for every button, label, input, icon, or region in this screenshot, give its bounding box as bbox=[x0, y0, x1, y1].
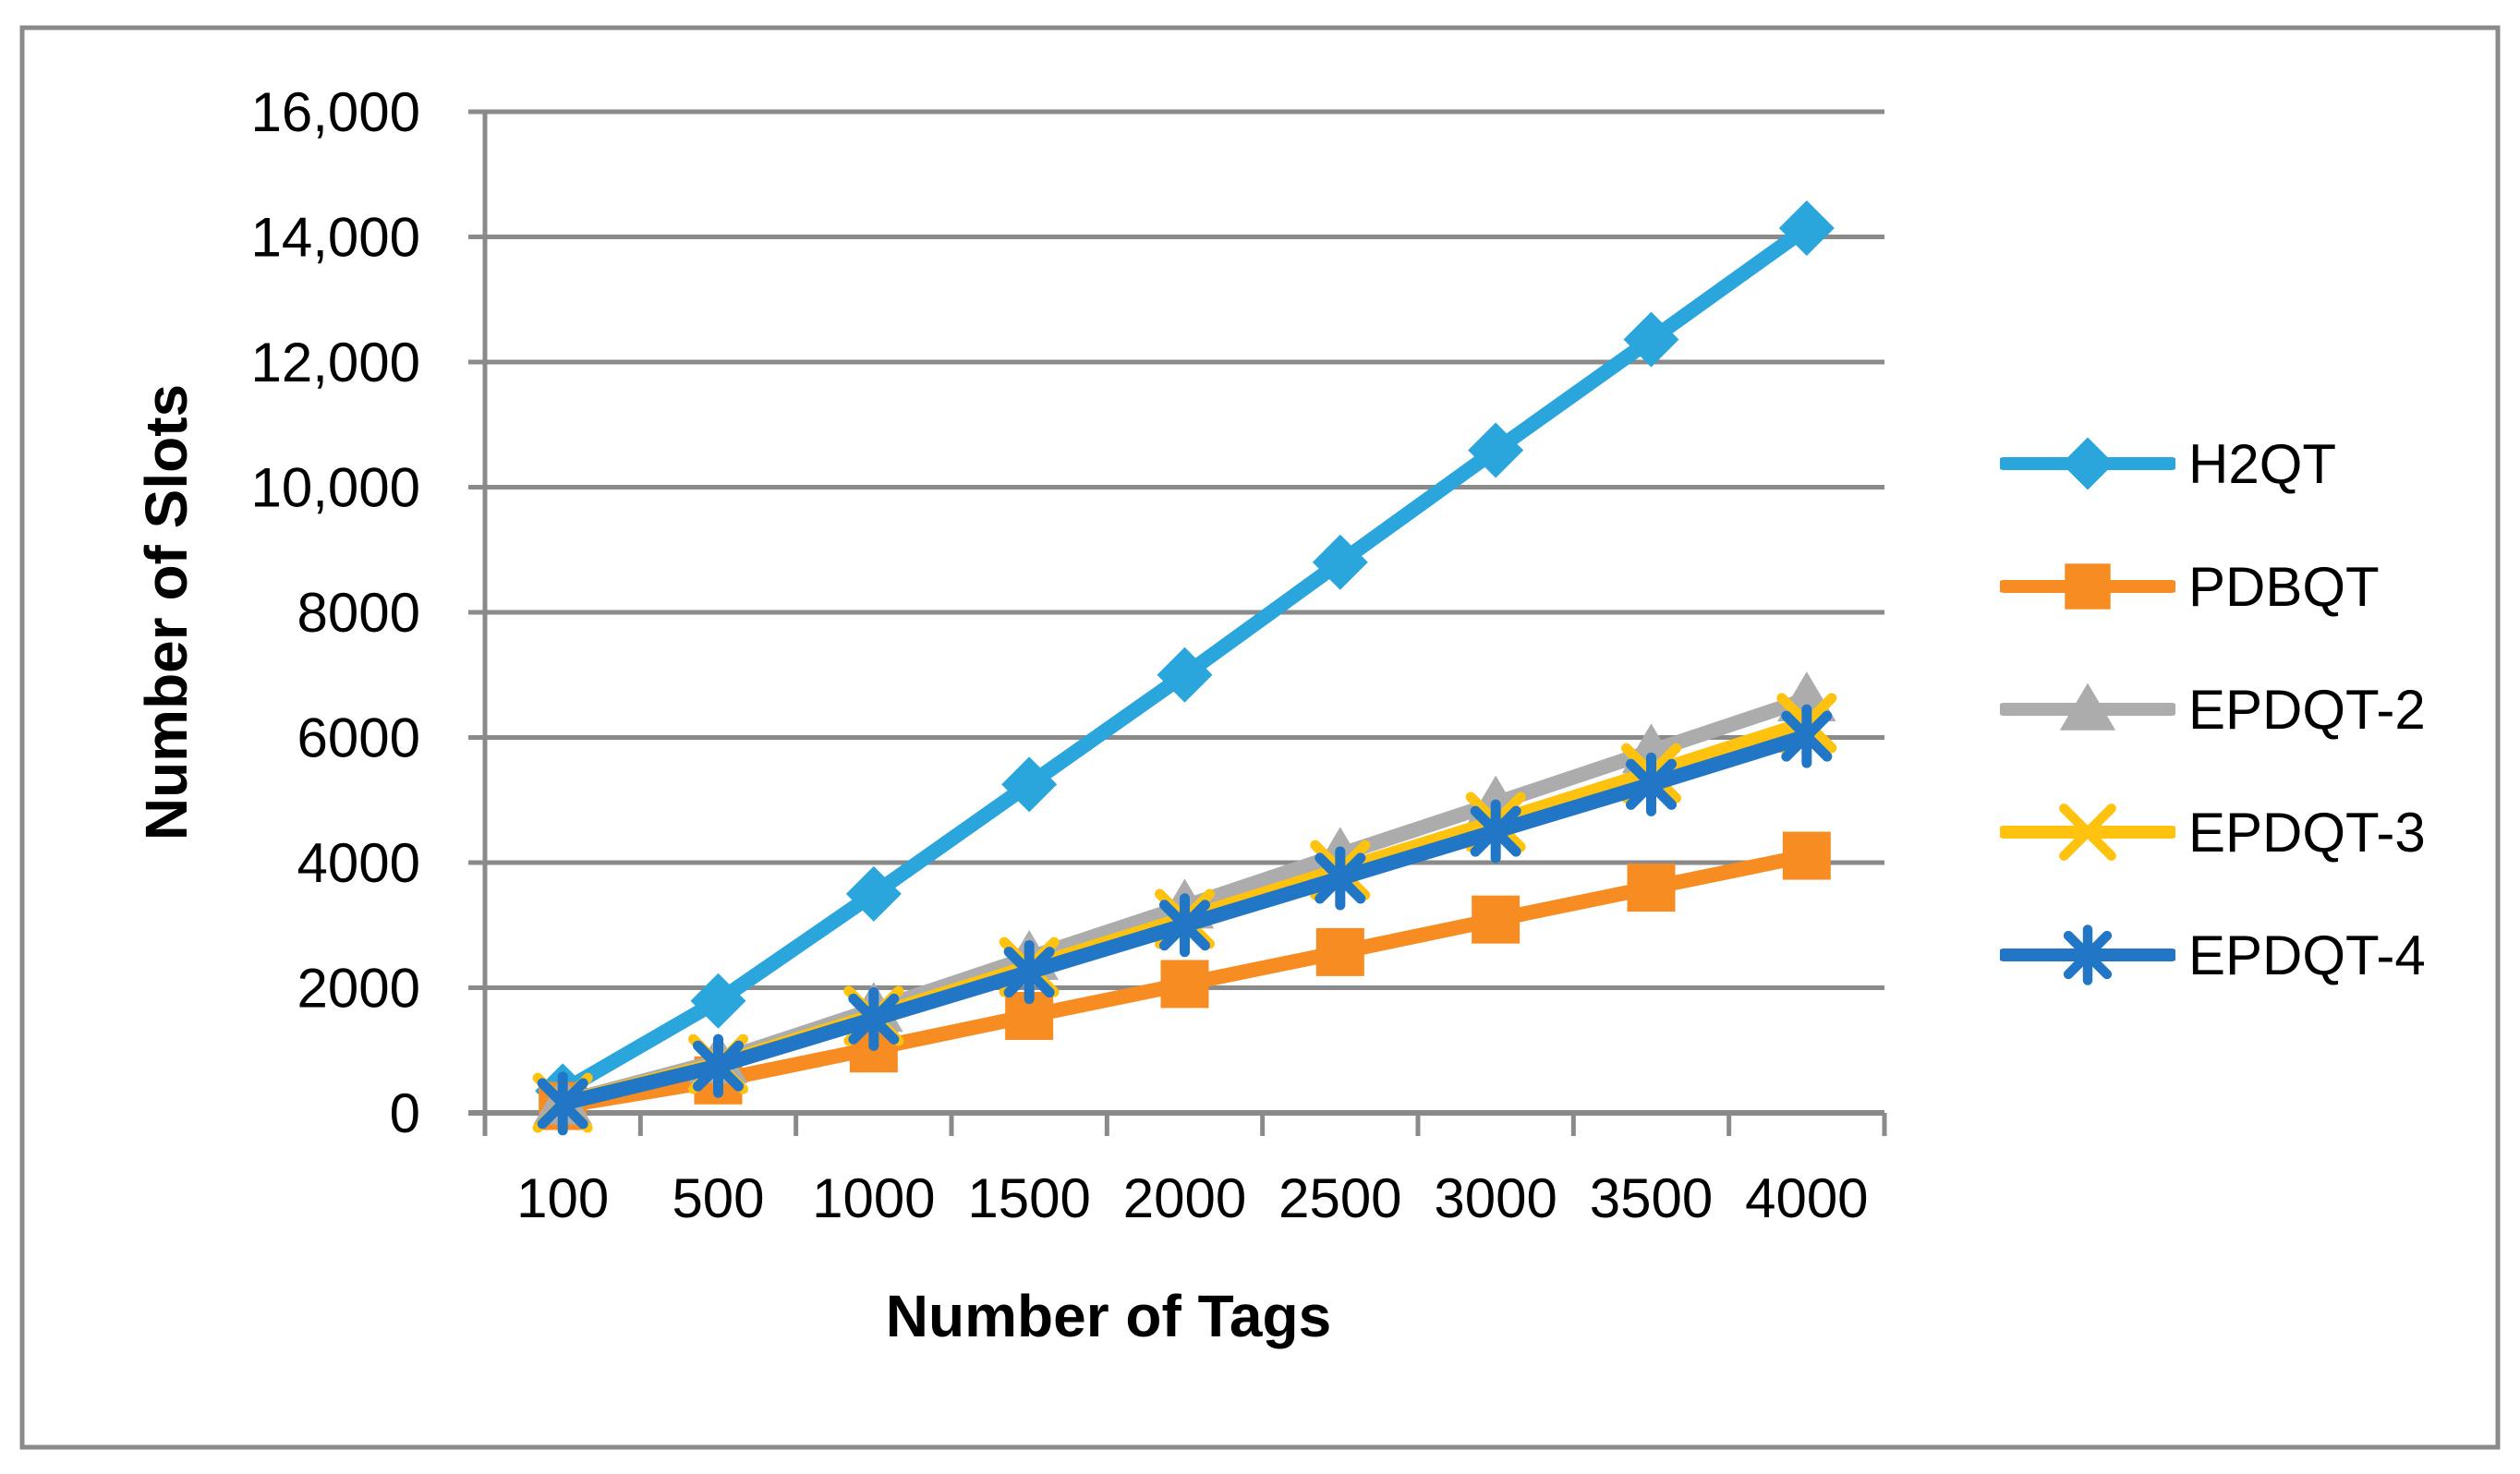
epdqt3-x-line-icon bbox=[2000, 803, 2175, 861]
legend-item-epdqt3: EPDQT-3 bbox=[2000, 786, 2426, 878]
epdqt2-triangle-line-icon bbox=[2000, 683, 2175, 731]
pdbqt-square-line-icon bbox=[2000, 563, 2175, 610]
legend-item-epdqt4: EPDQT-4 bbox=[2000, 909, 2426, 1001]
y-tick-label: 0 bbox=[390, 1082, 420, 1144]
x-tick-label: 100 bbox=[516, 1167, 609, 1229]
epdqt4-asterisk-line-icon bbox=[2000, 924, 2175, 985]
y-tick-label: 2000 bbox=[297, 958, 420, 1020]
legend-label-epdqt3: EPDQT-3 bbox=[2188, 801, 2426, 864]
x-tick-label: 2500 bbox=[1278, 1167, 1401, 1229]
x-tick-label: 2000 bbox=[1123, 1167, 1246, 1229]
x-tick-label: 3000 bbox=[1434, 1167, 1557, 1229]
h2qt-diamond-line-icon bbox=[2000, 437, 2175, 490]
x-tick-label: 1500 bbox=[967, 1167, 1090, 1229]
x-tick-label: 1000 bbox=[812, 1167, 935, 1229]
x-axis-title: Number of Tags bbox=[885, 1283, 1332, 1349]
chart-border bbox=[19, 25, 2501, 1450]
y-tick-label: 14,000 bbox=[250, 207, 420, 269]
series-h2qt bbox=[535, 200, 1835, 1119]
legend-label-pdbqt: PDBQT bbox=[2188, 555, 2380, 618]
legend-label-epdqt4: EPDQT-4 bbox=[2188, 924, 2426, 986]
y-axis-title: Number of Slots bbox=[133, 383, 200, 841]
y-tick-label: 8000 bbox=[297, 582, 420, 644]
legend-label-h2qt: H2QT bbox=[2188, 432, 2337, 495]
legend-item-h2qt: H2QT bbox=[2000, 417, 2336, 510]
legend-item-epdqt2: EPDQT-2 bbox=[2000, 663, 2426, 755]
x-tick-label: 4000 bbox=[1745, 1167, 1868, 1229]
x-tick-label: 500 bbox=[672, 1167, 764, 1229]
y-tick-label: 16,000 bbox=[250, 81, 420, 143]
legend-label-epdqt2: EPDQT-2 bbox=[2188, 678, 2426, 741]
legend: H2QT PDBQT EPDQT-2 EPDQT-3 EPDQT-4 bbox=[2000, 0, 2499, 1474]
legend-item-pdbqt: PDBQT bbox=[2000, 540, 2380, 633]
y-tick-label: 4000 bbox=[297, 832, 420, 894]
series-epdqt-4 bbox=[537, 704, 1833, 1136]
y-tick-label: 6000 bbox=[297, 707, 420, 769]
y-tick-label: 12,000 bbox=[250, 332, 420, 393]
y-tick-label: 10,000 bbox=[250, 457, 420, 519]
x-tick-label: 3500 bbox=[1590, 1167, 1713, 1229]
